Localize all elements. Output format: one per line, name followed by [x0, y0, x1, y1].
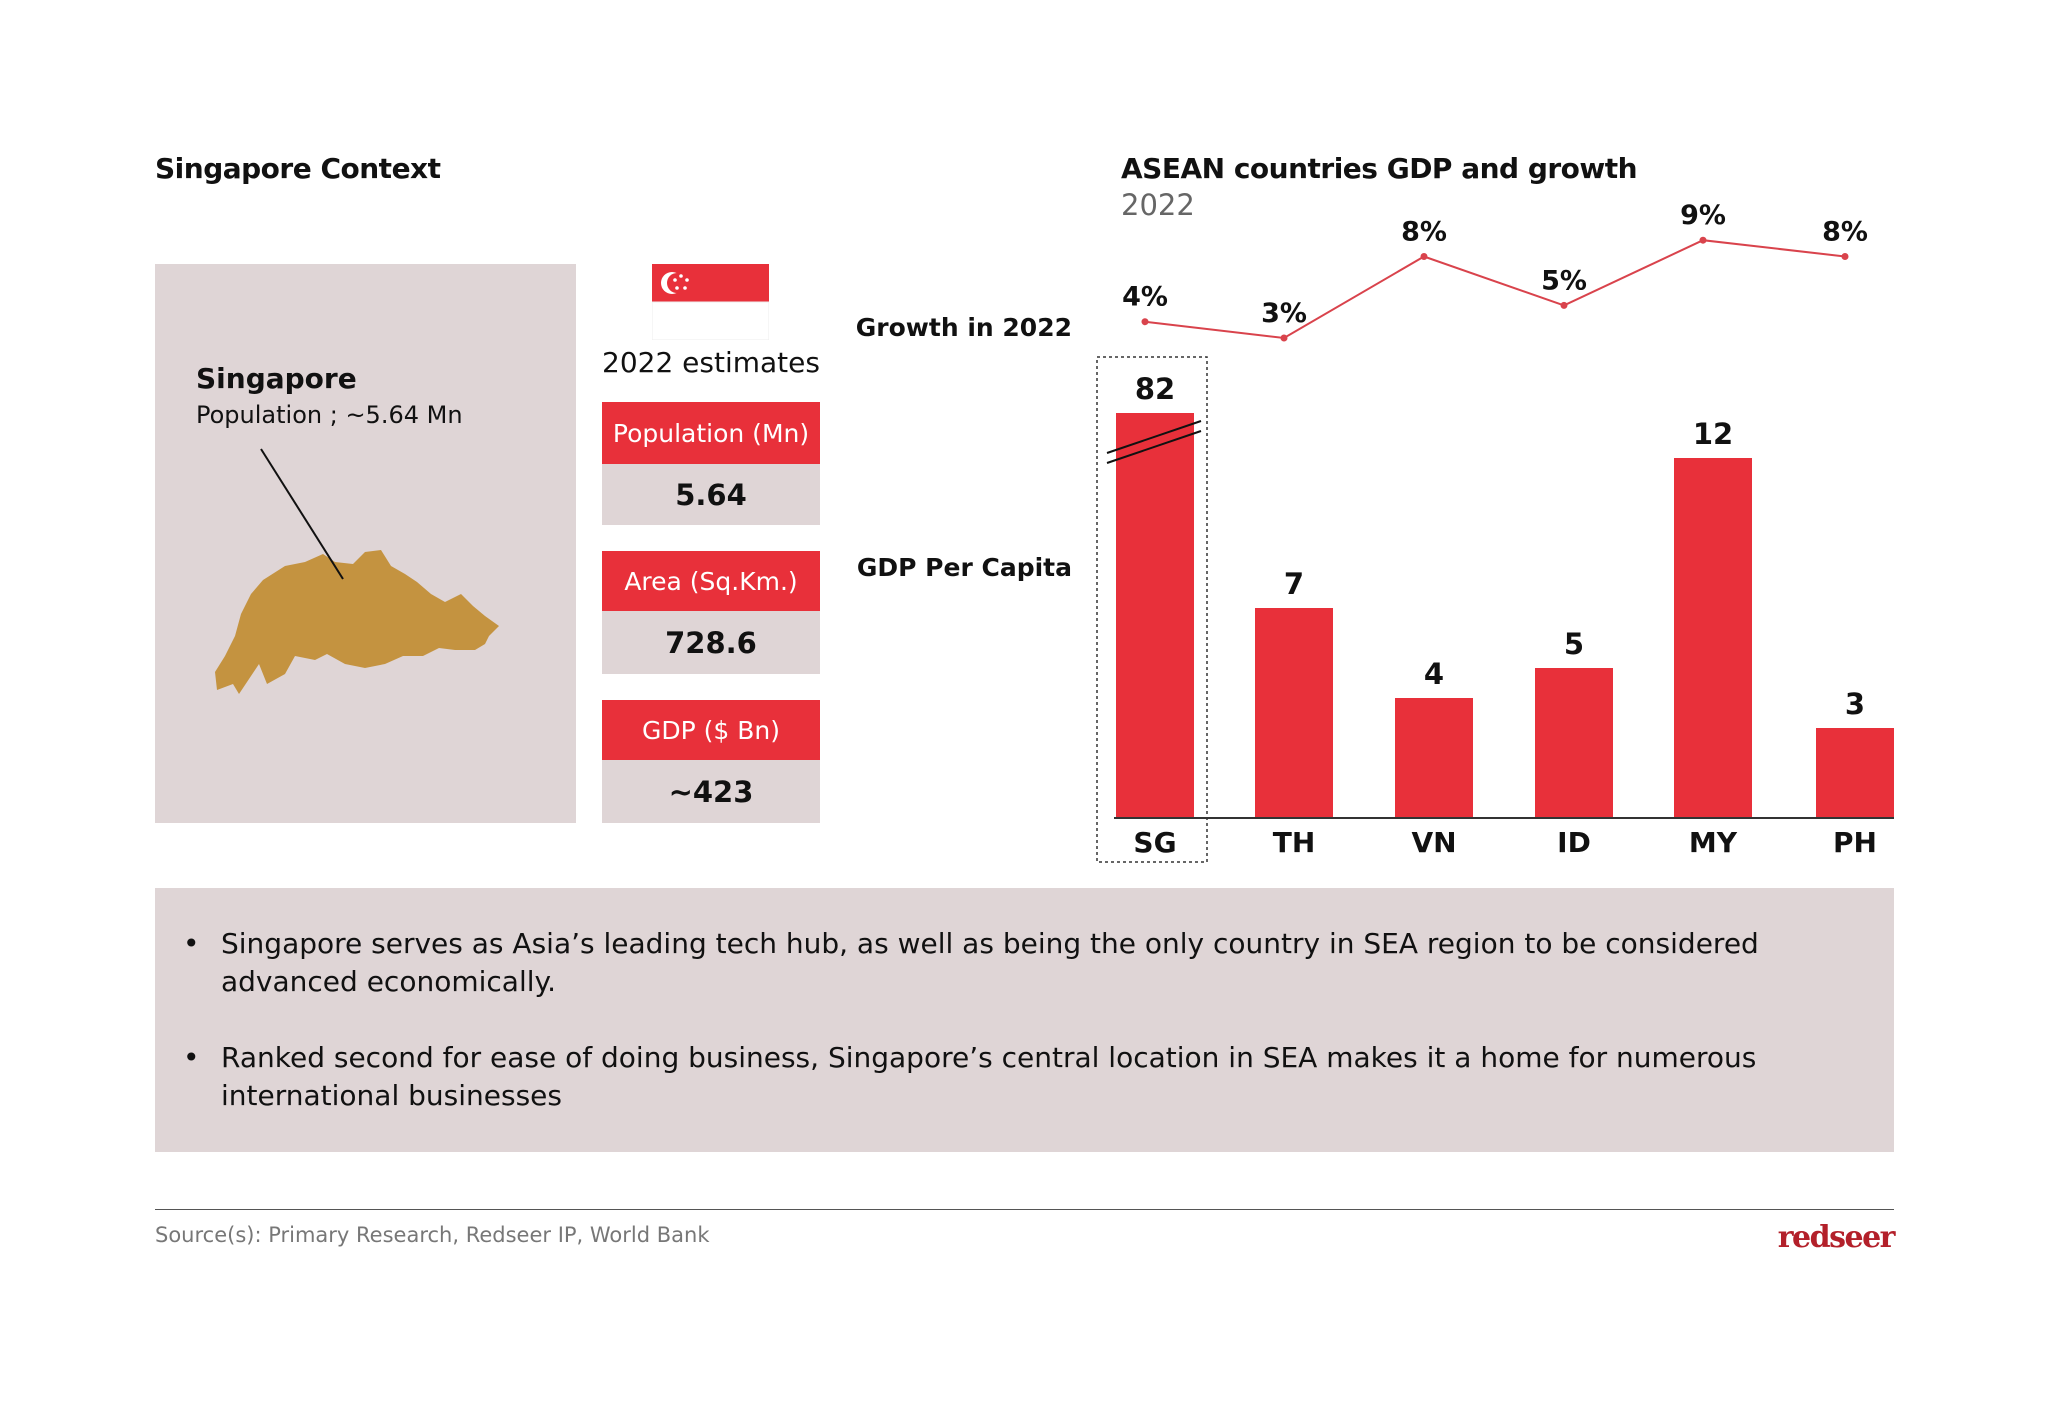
bar-VN [1395, 698, 1473, 818]
growth-value-label: 3% [1261, 298, 1307, 329]
estimates-title: 2022 estimates [602, 346, 820, 379]
singapore-map [215, 448, 499, 694]
growth-value-label: 4% [1122, 282, 1168, 313]
growth-line [1144, 239, 1846, 340]
chart: 82 SG 7 TH 4 VN 5 ID 12 MY 3 PH 4% 3% 8% 5% 9% 8% [1096, 200, 1894, 863]
category-label: ID [1557, 826, 1591, 859]
bar-value-label: 4 [1424, 657, 1444, 691]
map-sublabel: Population ; ~5.64 Mn [196, 401, 463, 429]
stat-value-area: 728.6 [602, 611, 820, 674]
bullet-item: • Ranked second for ease of doing busines… [183, 1039, 1821, 1115]
bar-value-label: 3 [1845, 687, 1865, 721]
stat-label-gdp: GDP ($ Bn) [602, 700, 820, 760]
bullet-panel [155, 888, 1894, 1152]
bar-PH [1816, 728, 1894, 818]
growth-point [1699, 236, 1707, 244]
section-title: Singapore Context [155, 152, 441, 185]
category-label: MY [1689, 826, 1738, 859]
map-panel: Singapore Population ; ~5.64 Mn [155, 264, 576, 823]
bullet-item: • Singapore serves as Asia’s leading tech… [183, 925, 1821, 1001]
highlight-box [1096, 356, 1208, 863]
redseer-logo: redseer [1777, 1220, 1896, 1255]
growth-point [1560, 301, 1568, 309]
growth-value-label: 8% [1822, 217, 1868, 248]
axis-break-mark [1106, 430, 1202, 464]
growth-point [1141, 318, 1149, 326]
line-series-label: Growth in 2022 [855, 313, 1072, 342]
singapore-shape [215, 550, 499, 694]
bar-MY [1674, 458, 1752, 818]
chart-subtitle: 2022 [1121, 188, 1195, 222]
stat-value-gdp: ~423 [602, 760, 820, 823]
bar-ID [1535, 668, 1613, 818]
bar-value-label: 12 [1693, 417, 1733, 451]
growth-point [1841, 253, 1849, 260]
stat-value-population: 5.64 [602, 464, 820, 525]
growth-point [1280, 334, 1288, 342]
bullet-dot: • [183, 1041, 200, 1074]
stat-label-population: Population (Mn) [602, 402, 820, 464]
chart-title: ASEAN countries GDP and growth [1121, 152, 1638, 185]
stat-label-area: Area (Sq.Km.) [602, 551, 820, 611]
category-label: PH [1833, 826, 1877, 859]
category-label: SG [1133, 826, 1176, 859]
growth-value-label: 5% [1541, 265, 1587, 296]
category-label: VN [1411, 826, 1456, 859]
category-label: TH [1273, 826, 1316, 859]
singapore-flag-icon [652, 264, 769, 340]
axis-break-mark [1106, 420, 1202, 454]
bullet-text: Ranked second for ease of doing business… [221, 1041, 1757, 1112]
bar-TH [1255, 608, 1333, 818]
bullet-text: Singapore serves as Asia’s leading tech … [221, 927, 1759, 998]
bar-value-label: 5 [1564, 627, 1584, 661]
map-label: Singapore [196, 362, 357, 395]
growth-value-label: 9% [1680, 200, 1726, 231]
bullet-dot: • [183, 927, 200, 960]
source-text: Source(s): Primary Research, Redseer IP,… [155, 1223, 710, 1247]
map-pointer-line [260, 448, 344, 580]
footer-divider [155, 1209, 1894, 1210]
bar-value-label: 82 [1135, 372, 1175, 406]
bar-series-label: GDP Per Capita [856, 553, 1072, 582]
bar-value-label: 7 [1284, 567, 1304, 601]
bar-SG [1116, 413, 1194, 818]
growth-value-label: 8% [1401, 217, 1447, 248]
growth-point [1420, 253, 1428, 260]
